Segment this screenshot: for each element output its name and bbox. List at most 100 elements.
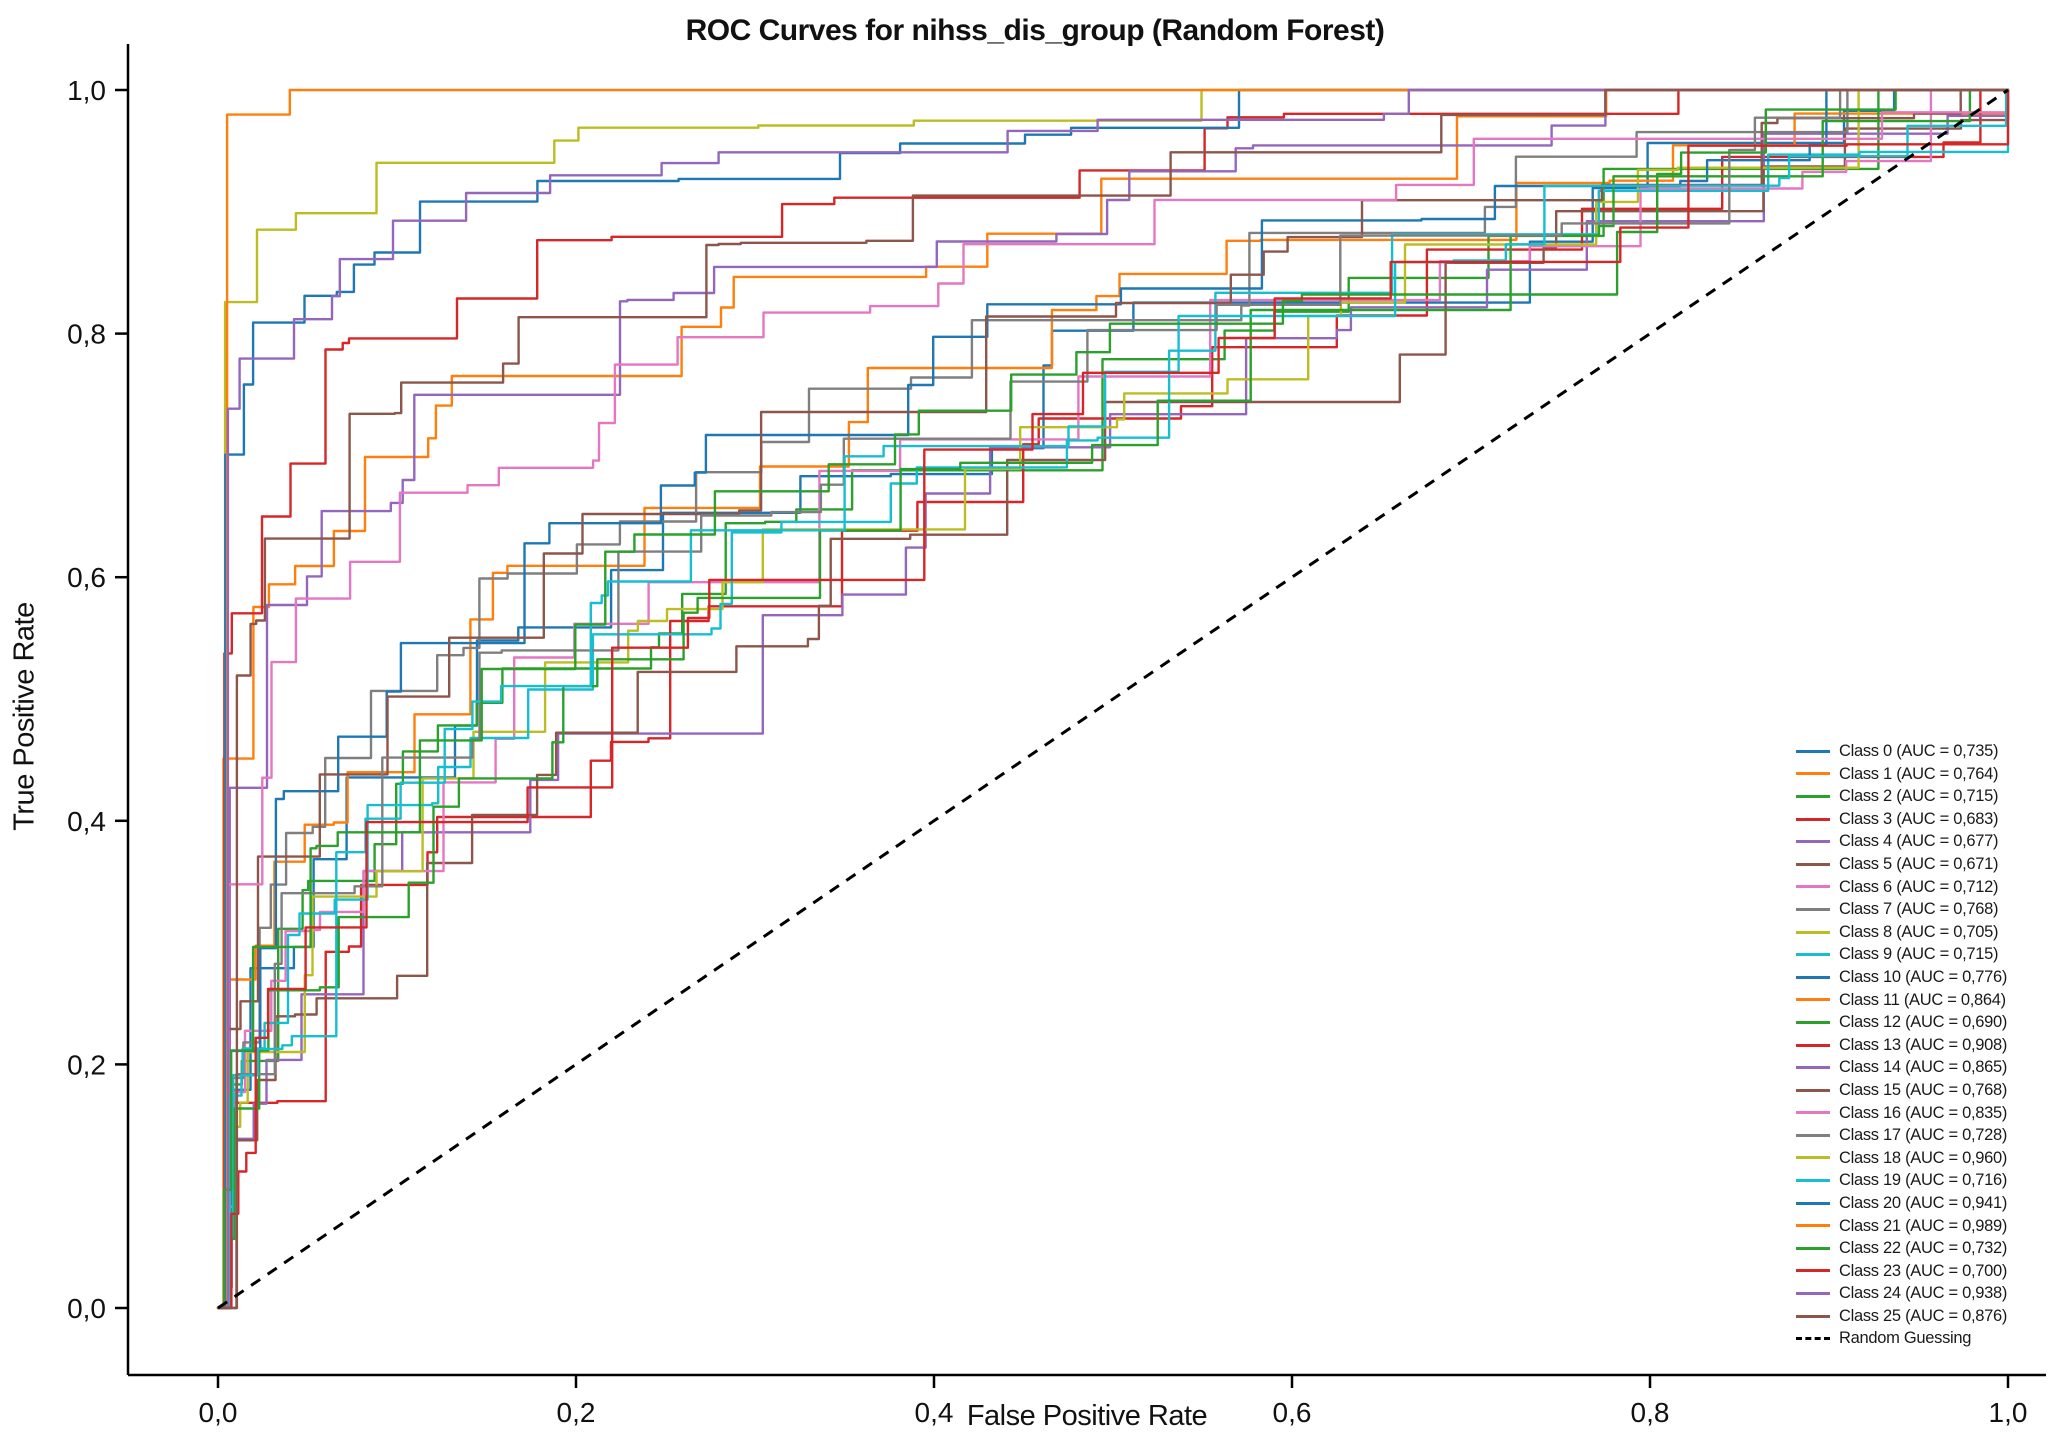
legend-label: Class 8 (AUC = 0,705)	[1839, 922, 1999, 941]
legend-swatch	[1796, 1043, 1830, 1047]
legend-label: Class 25 (AUC = 0,876)	[1839, 1306, 2008, 1325]
roc-curve-class-1	[216, 88, 2010, 1310]
legend-swatch	[1796, 1020, 1830, 1024]
y-tick-label: 0,4	[67, 806, 106, 837]
legend-swatch	[1796, 1224, 1830, 1228]
legend-item-class-5: Class 5 (AUC = 0,671)	[1796, 853, 2007, 876]
legend-label: Class 19 (AUC = 0,716)	[1839, 1171, 2008, 1190]
roc-curve-class-23	[216, 88, 2010, 1310]
legend-label: Class 16 (AUC = 0,835)	[1839, 1103, 2008, 1122]
legend-label: Class 3 (AUC = 0,683)	[1839, 809, 1999, 828]
legend-swatch	[1796, 749, 1830, 753]
legend-item-class-13: Class 13 (AUC = 0,908)	[1796, 1034, 2007, 1057]
y-axis-label: True Positive Rate	[8, 602, 41, 831]
legend-swatch	[1796, 1179, 1830, 1183]
legend-item-class-18: Class 18 (AUC = 0,960)	[1796, 1147, 2007, 1170]
legend-swatch	[1796, 907, 1830, 911]
legend: Class 0 (AUC = 0,735) Class 1 (AUC = 0,76…	[1796, 740, 2007, 1350]
roc-curve-class-17	[216, 88, 2010, 1310]
legend-label: Class 20 (AUC = 0,941)	[1839, 1193, 2008, 1212]
legend-label: Class 13 (AUC = 0,908)	[1839, 1035, 2008, 1054]
legend-swatch	[1796, 975, 1830, 979]
legend-item-class-8: Class 8 (AUC = 0,705)	[1796, 921, 2007, 944]
random-guessing-line	[217, 88, 2009, 1310]
legend-swatch	[1796, 998, 1830, 1002]
roc-curve-class-10	[216, 88, 2010, 1310]
roc-curve-class-22	[216, 88, 2010, 1310]
legend-swatch	[1796, 840, 1830, 844]
legend-swatch	[1796, 1111, 1830, 1115]
legend-swatch	[1796, 1133, 1830, 1137]
legend-label: Random Guessing	[1839, 1329, 1972, 1348]
legend-item-class-12: Class 12 (AUC = 0,690)	[1796, 1011, 2007, 1034]
legend-item-class-19: Class 19 (AUC = 0,716)	[1796, 1169, 2007, 1192]
legend-swatch	[1796, 1156, 1830, 1160]
legend-label: Class 22 (AUC = 0,732)	[1839, 1239, 2008, 1258]
legend-label: Class 2 (AUC = 0,715)	[1839, 787, 1999, 806]
legend-swatch	[1796, 1201, 1830, 1205]
roc-curve-class-16	[216, 88, 2010, 1310]
legend-swatch	[1796, 1088, 1830, 1092]
legend-item-class-14: Class 14 (AUC = 0,865)	[1796, 1056, 2007, 1079]
legend-item-class-20: Class 20 (AUC = 0,941)	[1796, 1192, 2007, 1215]
legend-label: Class 10 (AUC = 0,776)	[1839, 967, 2008, 986]
legend-swatch	[1796, 1337, 1830, 1341]
roc-curve-class-12	[216, 88, 2010, 1310]
legend-label: Class 17 (AUC = 0,728)	[1839, 1126, 2008, 1145]
roc-curve-class-25	[216, 88, 2010, 1310]
legend-item-class-2: Class 2 (AUC = 0,715)	[1796, 785, 2007, 808]
y-tick-label: 0,6	[67, 562, 106, 593]
x-tick-label: 1,0	[1989, 1397, 2028, 1428]
roc-curve-class-21	[216, 88, 2010, 1310]
roc-curve-class-19	[216, 88, 2010, 1310]
legend-label: Class 6 (AUC = 0,712)	[1839, 877, 1999, 896]
chart-title: ROC Curves for nihss_dis_group (Random F…	[685, 14, 1385, 47]
legend-item-class-1: Class 1 (AUC = 0,764)	[1796, 763, 2007, 786]
roc-curve-class-14	[216, 88, 2010, 1310]
legend-label: Class 11 (AUC = 0,864)	[1839, 990, 2006, 1009]
roc-curve-class-9	[216, 88, 2010, 1310]
legend-item-class-10: Class 10 (AUC = 0,776)	[1796, 966, 2007, 989]
legend-label: Class 9 (AUC = 0,715)	[1839, 945, 1999, 964]
legend-label: Class 23 (AUC = 0,700)	[1839, 1261, 2008, 1280]
legend-item-class-15: Class 15 (AUC = 0,768)	[1796, 1079, 2007, 1102]
legend-swatch	[1796, 1246, 1830, 1250]
legend-item-class-21: Class 21 (AUC = 0,989)	[1796, 1214, 2007, 1237]
legend-label: Class 14 (AUC = 0,865)	[1839, 1058, 2008, 1077]
y-tick-label: 0,0	[67, 1293, 106, 1324]
legend-swatch	[1796, 1292, 1830, 1296]
legend-swatch	[1796, 930, 1830, 934]
roc-curve-class-8	[216, 88, 2010, 1310]
legend-item-random-guessing: Random Guessing	[1796, 1327, 2007, 1350]
roc-curve-class-24	[216, 88, 2010, 1310]
legend-label: Class 7 (AUC = 0,768)	[1839, 900, 1999, 919]
x-tick-label: 0,0	[199, 1397, 238, 1428]
legend-item-class-22: Class 22 (AUC = 0,732)	[1796, 1237, 2007, 1260]
legend-item-class-24: Class 24 (AUC = 0,938)	[1796, 1282, 2007, 1305]
x-tick-label: 0,4	[915, 1397, 954, 1428]
legend-label: Class 0 (AUC = 0,735)	[1839, 742, 1999, 761]
legend-item-class-11: Class 11 (AUC = 0,864)	[1796, 989, 2007, 1012]
legend-item-class-4: Class 4 (AUC = 0,677)	[1796, 830, 2007, 853]
legend-item-class-0: Class 0 (AUC = 0,735)	[1796, 740, 2007, 763]
legend-label: Class 4 (AUC = 0,677)	[1839, 832, 1999, 851]
legend-swatch	[1796, 862, 1830, 866]
legend-item-class-17: Class 17 (AUC = 0,728)	[1796, 1124, 2007, 1147]
x-axis-label: False Positive Rate	[966, 1400, 1208, 1432]
x-tick-label: 0,6	[1273, 1397, 1312, 1428]
legend-label: Class 12 (AUC = 0,690)	[1839, 1013, 2008, 1032]
legend-item-class-6: Class 6 (AUC = 0,712)	[1796, 876, 2007, 899]
legend-swatch	[1796, 794, 1830, 798]
legend-label: Class 15 (AUC = 0,768)	[1839, 1080, 2008, 1099]
y-tick-label: 1,0	[67, 75, 106, 106]
legend-item-class-16: Class 16 (AUC = 0,835)	[1796, 1102, 2007, 1125]
legend-label: Class 21 (AUC = 0,989)	[1839, 1216, 2008, 1235]
legend-swatch	[1796, 1314, 1830, 1318]
legend-swatch	[1796, 817, 1830, 821]
legend-item-class-25: Class 25 (AUC = 0,876)	[1796, 1305, 2007, 1328]
legend-swatch	[1796, 772, 1830, 776]
legend-label: Class 1 (AUC = 0,764)	[1839, 764, 1999, 783]
y-tick-label: 0,8	[67, 319, 106, 350]
legend-item-class-3: Class 3 (AUC = 0,683)	[1796, 808, 2007, 831]
